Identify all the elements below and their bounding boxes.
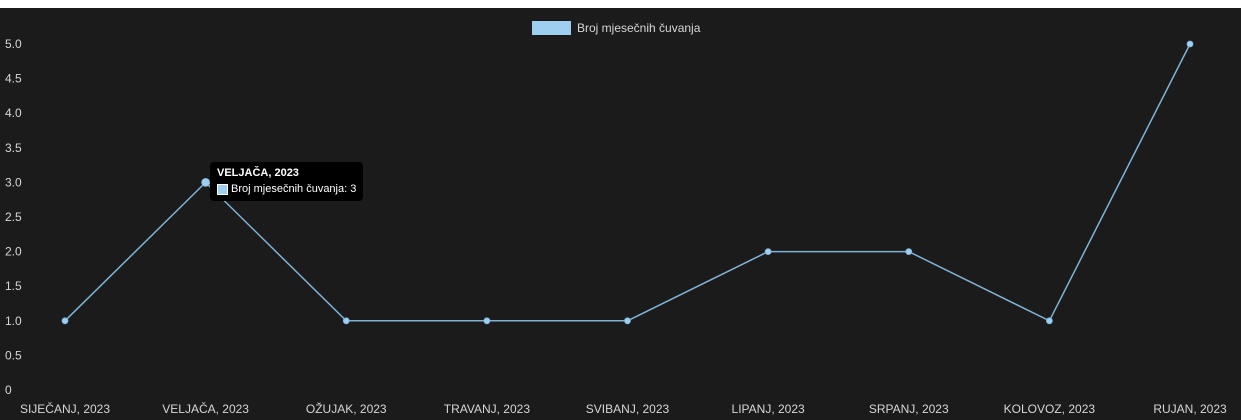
x-tick-label: VELJAČA, 2023 [162,401,249,416]
data-point[interactable] [764,248,772,256]
y-tick-label: 2.5 [5,210,22,224]
data-point[interactable] [342,317,350,325]
y-tick-label: 1.5 [5,279,22,293]
data-point[interactable] [1045,317,1053,325]
x-axis: SIJEČANJ, 2023 VELJAČA, 2023 OŽUJAK, 2023 T… [20,401,1227,416]
tooltip: VELJAČA, 2023 Broj mjesečnih čuvanja: 3 [210,162,364,201]
legend-swatch [532,21,571,35]
y-tick-label: 4.0 [5,106,22,120]
y-tick-label: 3.5 [5,141,22,155]
x-tick-label: SRPANJ, 2023 [869,402,949,416]
x-tick-label: SVIBANJ, 2023 [586,402,670,416]
x-tick-label: KOLOVOZ, 2023 [1004,402,1096,416]
data-point[interactable] [201,177,211,187]
y-tick-label: 0 [5,383,12,397]
y-axis: 0 0.5 1.0 1.5 2.0 2.5 3.0 3.5 4.0 4.5 5.0 [5,37,22,397]
tooltip-label: Broj mjesečnih čuvanja: 3 [231,183,357,195]
legend[interactable]: Broj mjesečnih čuvanja [532,21,701,35]
data-point[interactable] [905,248,913,256]
y-tick-label: 1.0 [5,314,22,328]
y-tick-label: 2.0 [5,245,22,259]
x-tick-label: TRAVANJ, 2023 [444,402,531,416]
data-point[interactable] [624,317,631,325]
y-tick-label: 4.5 [5,72,22,86]
chart-panel [0,8,1241,420]
y-tick-label: 3.0 [5,175,22,189]
y-tick-label: 5.0 [5,37,22,51]
x-tick-label: RUJAN, 2023 [1153,402,1227,416]
x-tick-label: LIPANJ, 2023 [732,402,805,416]
legend-label: Broj mjesečnih čuvanja [577,21,701,35]
x-tick-label: OŽUJAK, 2023 [306,401,387,416]
data-point[interactable] [1186,40,1194,48]
y-tick-label: 0.5 [5,348,22,362]
plot-area [61,40,1194,325]
data-point[interactable] [483,317,491,325]
tooltip-title: VELJAČA, 2023 [217,167,299,179]
data-point[interactable] [61,317,69,325]
tooltip-row: Broj mjesečnih čuvanja: 3 [217,183,356,195]
x-tick-label: SIJEČANJ, 2023 [20,401,110,416]
tooltip-swatch [217,183,228,195]
